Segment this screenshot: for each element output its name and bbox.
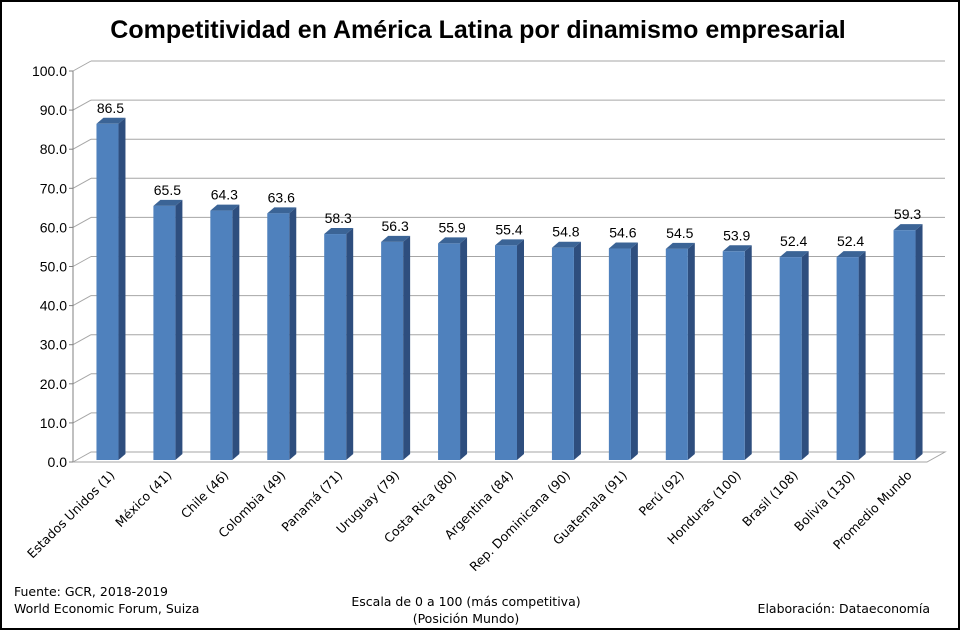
y-tick-label: 10.0	[40, 415, 67, 431]
bar	[722, 251, 745, 460]
bar-side	[403, 235, 411, 460]
y-tick-label: 50.0	[40, 259, 67, 275]
y-tick-label: 20.0	[40, 376, 67, 392]
bar-side	[630, 242, 638, 460]
gridline-diagonal	[72, 256, 92, 267]
bar-side	[517, 239, 524, 460]
data-label: 58.3	[325, 210, 352, 226]
bar-side	[801, 251, 809, 460]
y-tick-label: 30.0	[40, 337, 67, 353]
bar-side	[573, 241, 581, 460]
bar-top	[210, 204, 240, 211]
bar-top	[96, 117, 126, 124]
bar	[153, 205, 176, 460]
data-label: 55.9	[438, 219, 465, 235]
bar-top	[665, 242, 695, 249]
bar-top	[267, 207, 297, 214]
bar-side	[175, 199, 183, 460]
x-tick-label: Perú (92)	[636, 468, 687, 519]
x-tick-label: Brasil (108)	[739, 468, 801, 530]
bar-side	[232, 204, 240, 460]
bar	[438, 243, 461, 460]
bar	[893, 230, 916, 460]
bar-top	[551, 241, 581, 248]
bar-top	[722, 245, 752, 252]
bar-side	[915, 224, 923, 460]
data-label: 54.5	[666, 225, 693, 241]
bar-top	[381, 235, 411, 242]
gridline-diagonal	[72, 412, 92, 424]
data-label: 52.4	[837, 233, 864, 249]
bar-side	[687, 242, 695, 460]
x-tick-label: México (41)	[112, 468, 174, 530]
data-label: 54.8	[552, 224, 579, 240]
x-tick-label: Estados Unidos (1)	[24, 468, 118, 562]
bar-top	[324, 228, 354, 235]
bar	[495, 245, 517, 460]
bar	[836, 257, 859, 460]
source-line-2: World Economic Forum, Suiza	[14, 601, 200, 616]
bar-top	[608, 242, 638, 249]
y-tick-label: 0.0	[48, 454, 68, 470]
data-label: 65.5	[154, 182, 181, 198]
bar-top	[893, 224, 923, 231]
y-tick-label: 40.0	[40, 298, 67, 314]
data-label: 63.6	[268, 189, 295, 205]
bar-side	[346, 228, 354, 460]
bar	[96, 123, 119, 460]
gridline-diagonal	[72, 373, 92, 385]
scale-line-1: Escala de 0 a 100 (más competitiva)	[351, 594, 581, 609]
bar	[608, 248, 631, 460]
bar-side	[858, 251, 866, 460]
data-label: 86.5	[97, 100, 124, 116]
data-label: 53.9	[723, 227, 750, 243]
bar-side	[289, 207, 297, 460]
source-line-1: Fuente: GCR, 2018-2019	[14, 584, 168, 599]
bar	[381, 241, 404, 460]
y-tick-label: 60.0	[40, 219, 67, 235]
bar-top	[438, 237, 468, 244]
bar-top	[779, 251, 809, 258]
gridline-diagonal	[72, 60, 92, 72]
credit-note: Elaboración: Dataeconomía	[757, 601, 930, 616]
y-tick-label: 70.0	[40, 180, 67, 196]
y-tick-label: 80.0	[40, 141, 67, 157]
x-tick-label: Rep. Dominicana (90)	[466, 468, 573, 575]
bar	[665, 248, 688, 460]
bar-side	[744, 245, 752, 460]
bar-top	[153, 199, 183, 206]
gridline-diagonal	[72, 138, 92, 150]
gridline-diagonal	[72, 334, 92, 346]
y-tick-label: 100.0	[32, 63, 67, 79]
gridline-diagonal	[72, 216, 92, 228]
y-tick-label: 90.0	[40, 102, 67, 118]
data-label: 55.4	[495, 221, 522, 237]
scale-note: Escala de 0 a 100 (más competitiva) (Pos…	[336, 593, 596, 627]
chart-title: Competitividad en América Latina por din…	[110, 16, 846, 44]
data-label: 52.4	[780, 233, 807, 249]
data-label: 59.3	[894, 206, 921, 222]
data-label: 64.3	[211, 187, 238, 203]
x-tick-label: Chile (46)	[178, 468, 232, 522]
gridline-diagonal	[72, 177, 92, 189]
gridline-diagonal	[72, 99, 92, 111]
bar-top	[836, 251, 866, 258]
bar	[210, 210, 233, 460]
bar	[551, 247, 574, 460]
source-note: Fuente: GCR, 2018-2019 World Economic Fo…	[14, 583, 199, 617]
bar	[324, 234, 347, 460]
bar-side	[460, 237, 468, 460]
bar	[267, 213, 290, 460]
bar-top	[495, 239, 524, 246]
scale-line-2: (Posición Mundo)	[412, 611, 520, 626]
data-label: 56.3	[382, 218, 409, 234]
bar-side	[118, 117, 126, 460]
bar	[779, 257, 802, 460]
data-label: 54.6	[609, 225, 636, 241]
gridline-diagonal	[72, 295, 92, 307]
